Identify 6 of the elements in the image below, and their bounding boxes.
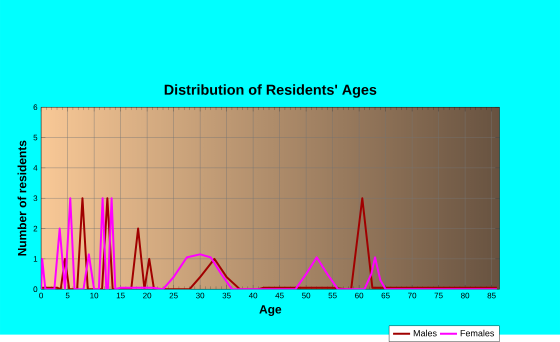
- legend-label: Females: [460, 330, 494, 336]
- y-axis-title: Number of residents: [18, 140, 26, 256]
- chart-title: Distribution of Residents' Ages: [164, 84, 376, 98]
- legend-label: Males: [414, 330, 437, 336]
- line-series: [41, 197, 498, 290]
- x-axis-title: Age: [259, 305, 282, 316]
